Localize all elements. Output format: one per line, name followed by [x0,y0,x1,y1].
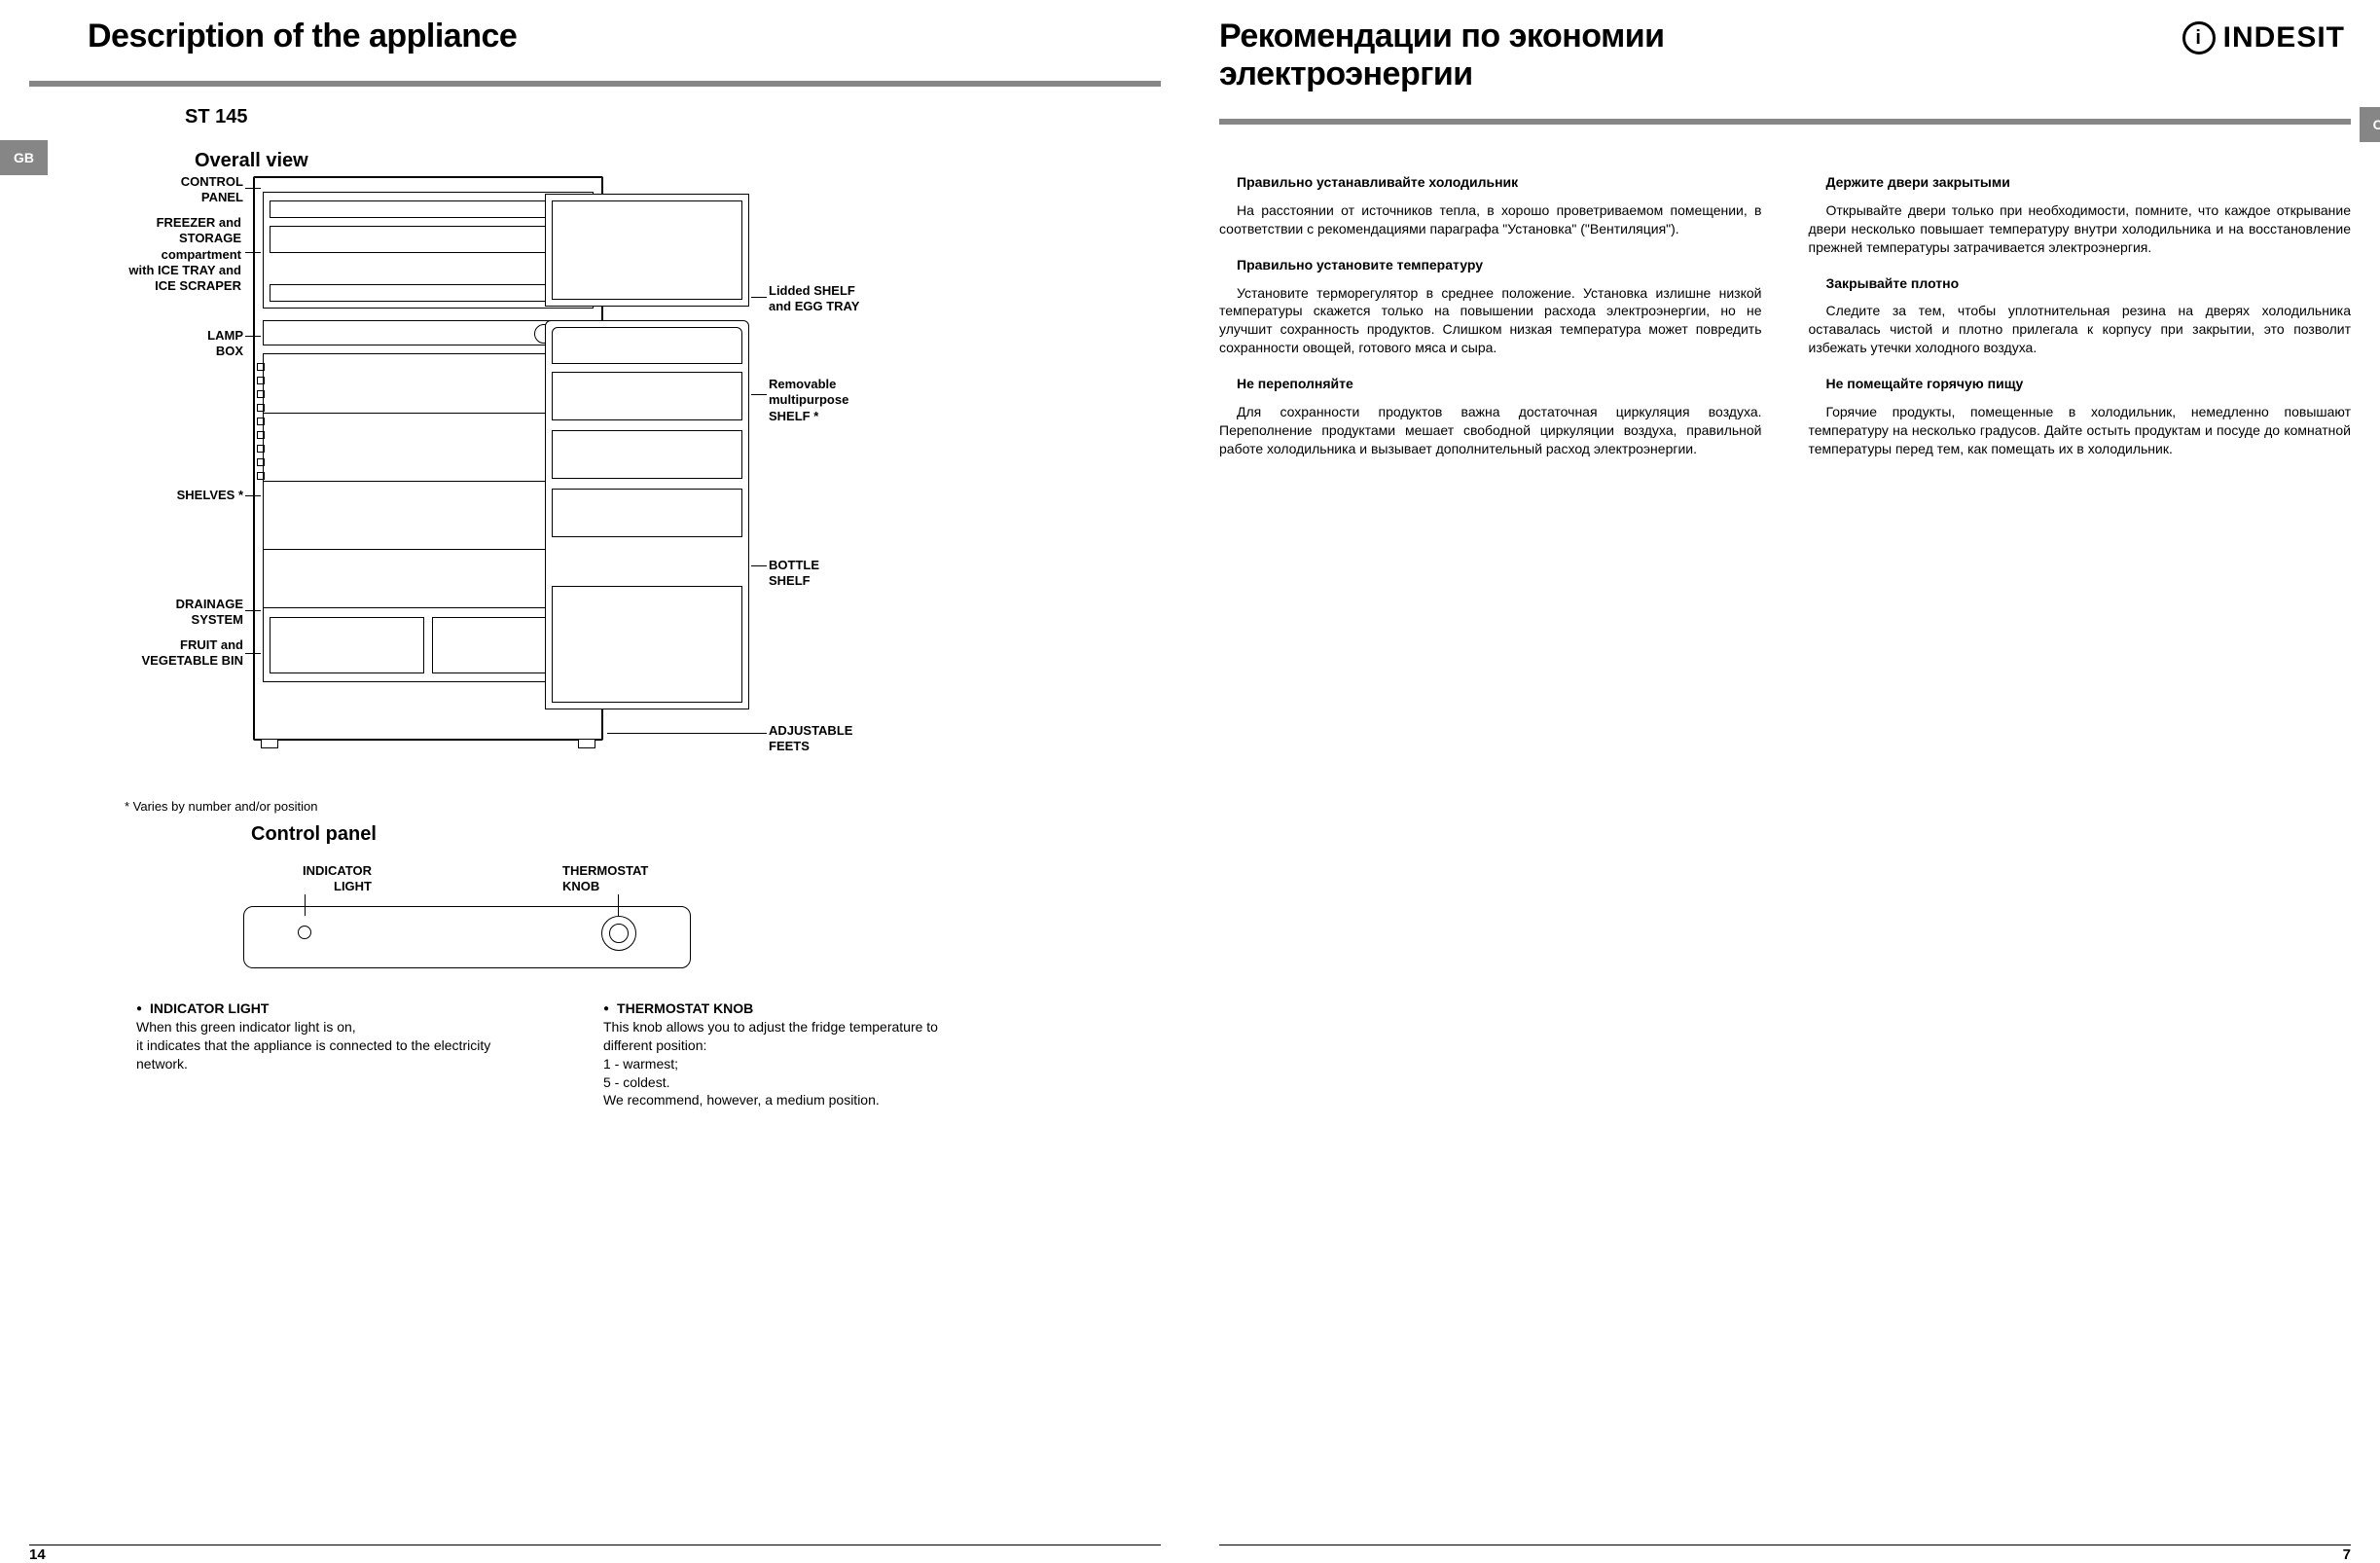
callout-control-panel: CONTROLPANEL [88,174,243,206]
ru-col-2: Держите двери закрытымиОткрывайте двери … [1809,156,2352,468]
left-divider [29,81,1161,87]
control-strip [263,320,594,345]
right-page-number: 7 [2343,1546,2351,1563]
feet [261,739,595,750]
callout-lamp: LAMPBOX [146,328,243,360]
right-title: Рекомендации по экономии электроэнергии [1219,18,1900,93]
fridge-main [263,353,594,682]
callout-bottle: BOTTLESHELF [769,558,924,590]
brand-i-icon: i [2182,21,2216,55]
left-page: GB Description of the appliance ST 145 O… [0,0,1190,1563]
right-page: i INDESIT Рекомендации по экономии элект… [1190,0,2380,1563]
freezer-door [545,194,749,307]
vegetable-bins [270,617,587,673]
freezer-compartment [263,192,594,309]
callout-drainage: DRAINAGESYSTEM [126,597,243,629]
thermostat-knob-icon [601,916,636,951]
callout-feet: ADJUSTABLEFEETS [769,723,924,755]
control-panel-diagram: INDICATORLIGHT THERMOSTATKNOB [243,863,691,980]
left-bottom-rule [29,1545,1161,1546]
callout-bin: FRUIT andVEGETABLE BIN [107,637,243,670]
callout-freezer: FREEZER and STORAGE compartment with ICE… [66,215,241,294]
russian-columns: Правильно устанавливайте холодильникНа р… [1219,156,2351,468]
model-number: ST 145 [185,106,1161,128]
right-bottom-rule [1219,1545,2351,1546]
lang-tab-cis: CIS [2360,107,2380,142]
cp-label-thermostat: THERMOSTATKNOB [562,863,699,893]
control-panel-notes: INDICATOR LIGHT When this green indicato… [136,1000,1012,1109]
callout-removable: Removable multipurpose SHELF * [769,377,924,424]
note-thermostat: THERMOSTAT KNOB This knob allows you to … [603,1000,1012,1109]
footnote: * Varies by number and/or position [125,799,1161,814]
indicator-light-icon [298,926,311,939]
fridge-outline [253,176,603,741]
note-indicator: INDICATOR LIGHT When this green indicato… [136,1000,545,1109]
lang-tab-gb: GB [0,140,48,175]
left-page-number: 14 [29,1546,46,1563]
fridge-door [545,320,749,709]
shelf-pegs [257,357,267,624]
left-title: Description of the appliance [88,18,1161,55]
brand-logo: i INDESIT [2182,21,2345,55]
right-divider [1219,119,2351,125]
callout-lidded: Lidded SHELFand EGG TRAY [769,283,924,315]
cp-label-indicator: INDICATORLIGHT [235,863,372,893]
overall-view-heading: Overall view [195,150,1161,172]
callout-shelves: SHELVES * [126,488,243,503]
control-panel-heading: Control panel [251,823,1161,846]
fridge-diagram: CONTROLPANEL FREEZER and STORAGE compart… [29,176,1161,780]
ru-col-1: Правильно устанавливайте холодильникНа р… [1219,156,1762,468]
